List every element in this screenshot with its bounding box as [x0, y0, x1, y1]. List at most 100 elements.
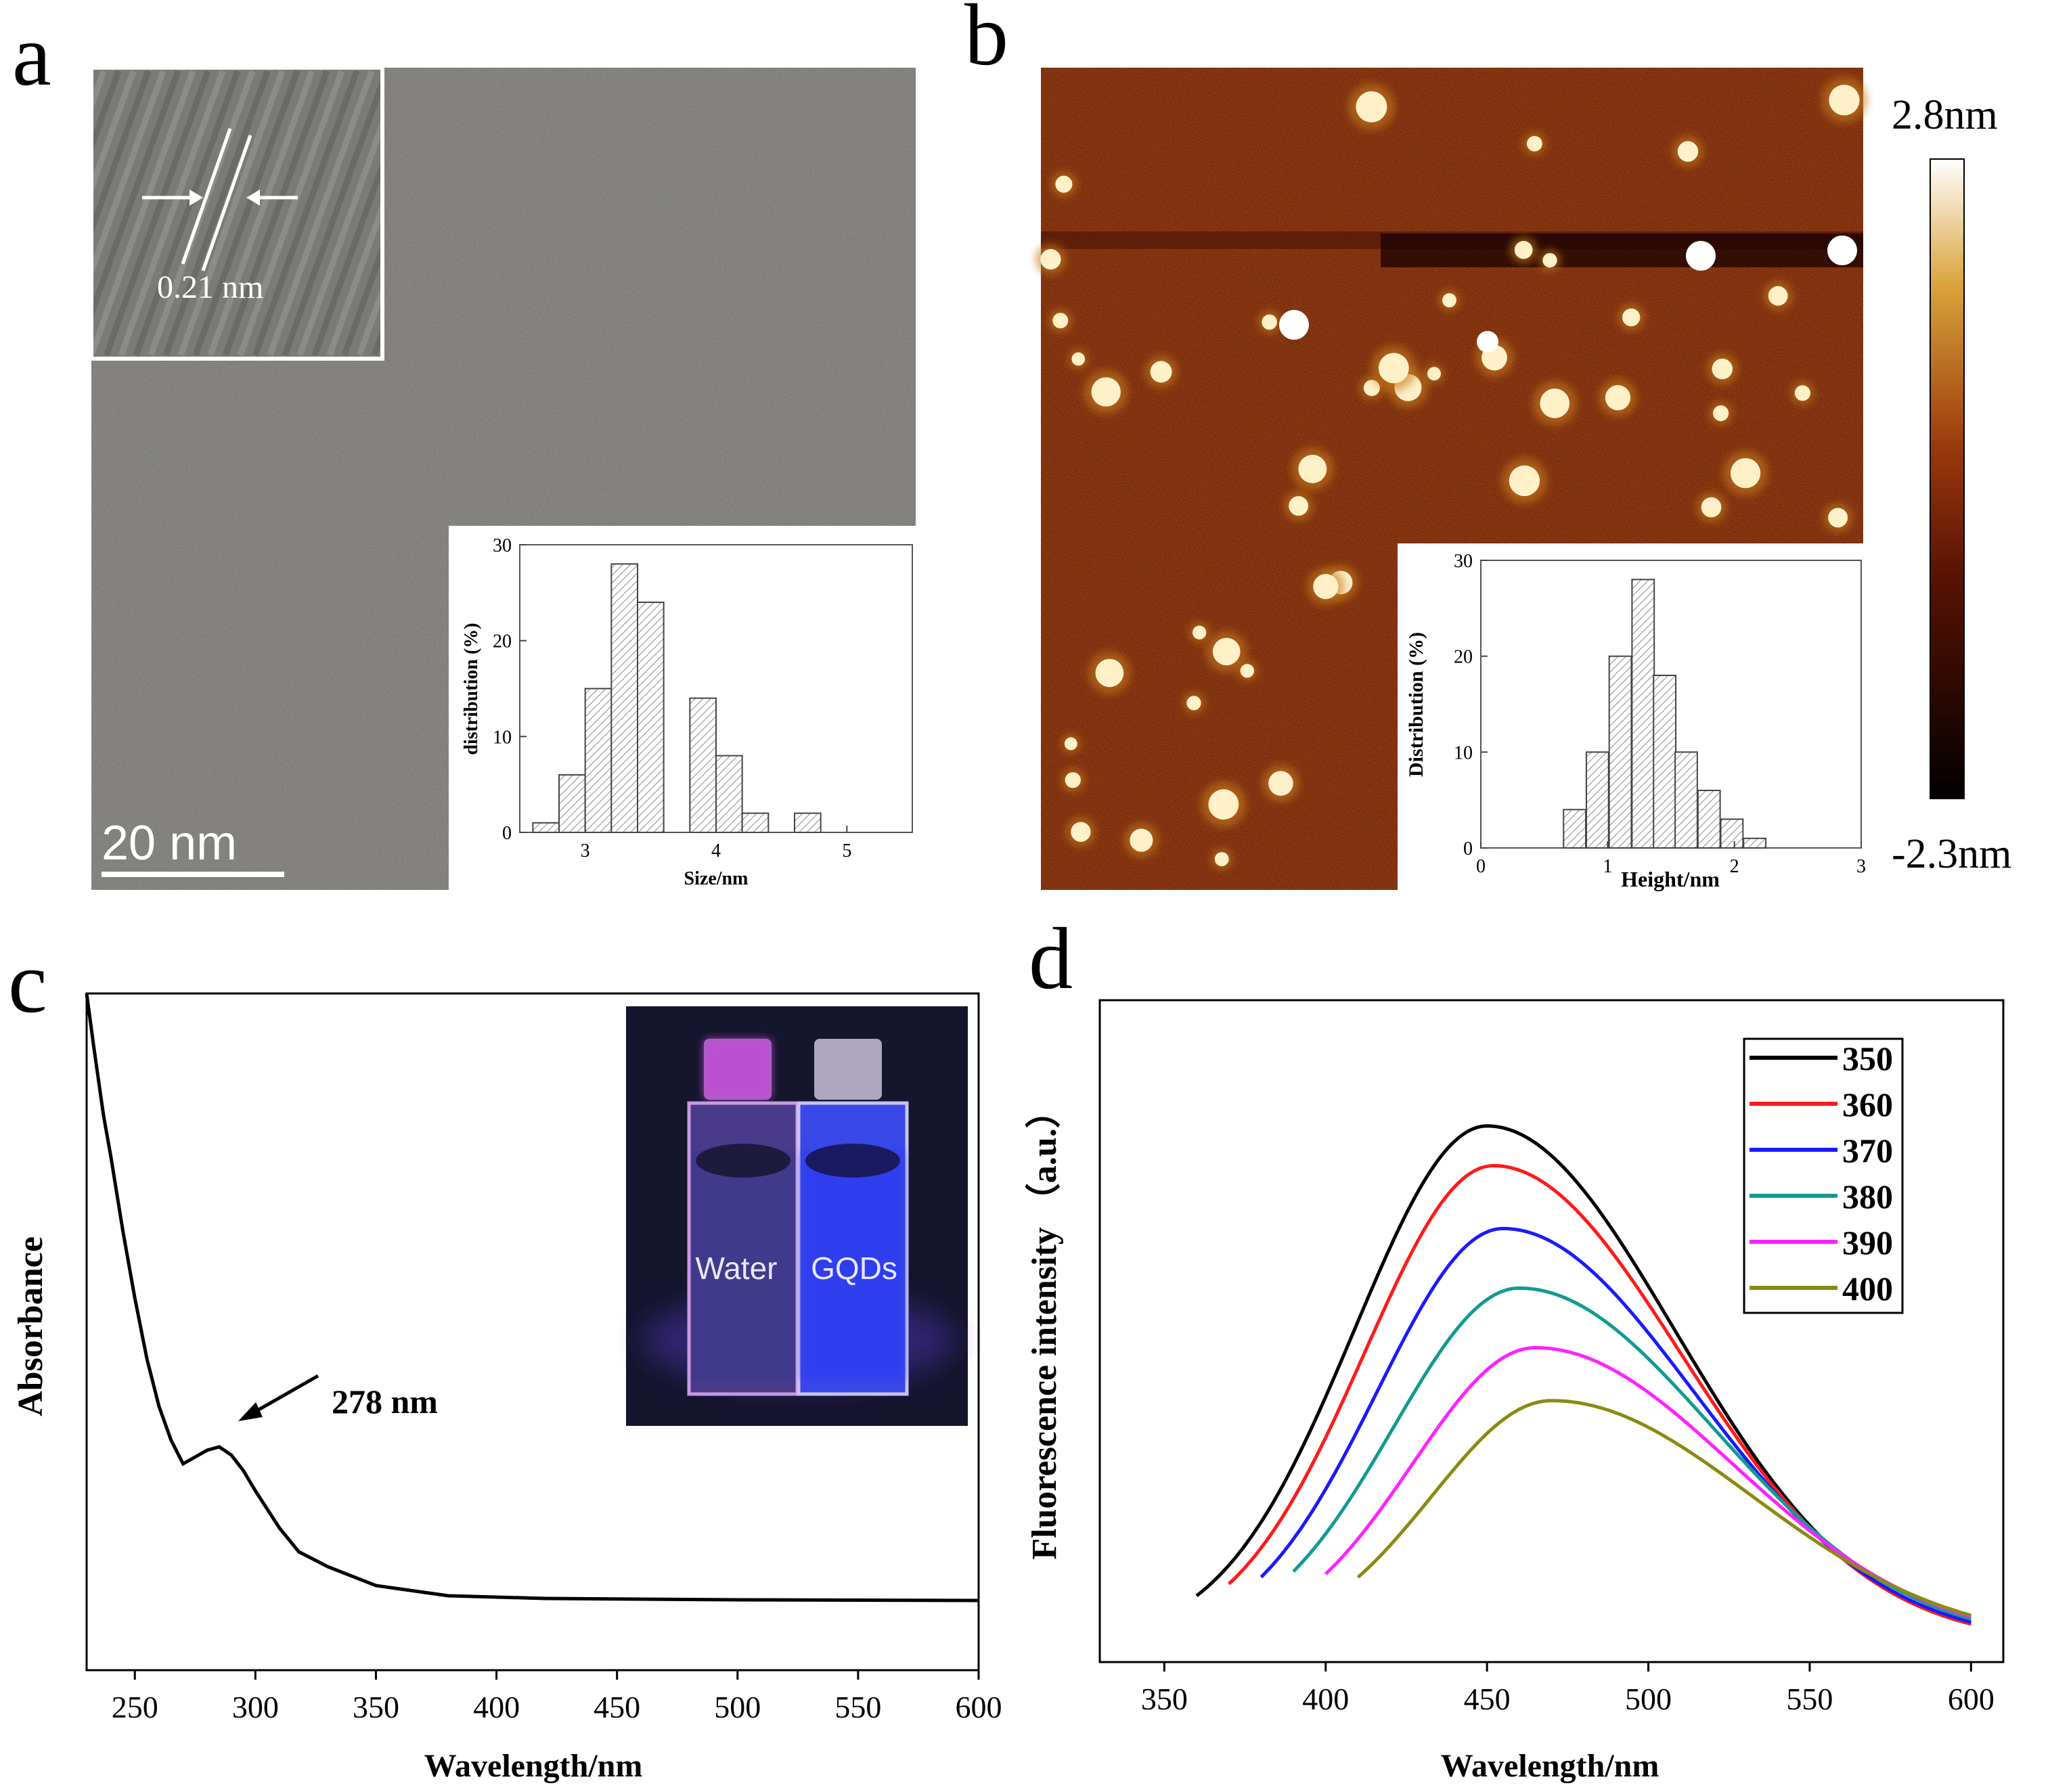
lattice-line-right	[201, 135, 252, 271]
size-hist-bar	[610, 563, 638, 833]
uv-plot-frame	[85, 992, 980, 1672]
afm-particle	[1313, 574, 1339, 600]
height-hist-bar	[1653, 675, 1677, 849]
afm-particle	[1540, 388, 1570, 418]
height-hist-bar	[1697, 790, 1721, 849]
height-hist-x-tick-label: 2	[1730, 856, 1739, 877]
afm-particle	[1712, 358, 1733, 380]
height-hist-y-tick-label: 20	[1454, 647, 1473, 668]
afm-particle	[1212, 637, 1241, 666]
afm-large-particle	[1686, 241, 1716, 271]
scale-bar-label: 20 nm	[102, 816, 237, 870]
pl-x-tick-label: 450	[1464, 1682, 1511, 1716]
lattice-fringe	[177, 70, 286, 357]
size-hist-y-tick-label: 0	[502, 823, 512, 844]
afm-particle	[1055, 175, 1073, 193]
panel-c-label: c	[8, 934, 47, 1031]
afm-particle	[1622, 308, 1641, 327]
pl-legend-items: 350 360 370 380 390 400	[1750, 1039, 1893, 1307]
colorbar-min-label: -2.3nm	[1892, 831, 2011, 877]
pl-legend-box	[1743, 1037, 1904, 1314]
afm-particle	[1064, 737, 1077, 751]
pl-ylabel: Fluorescence intensity （a.u.）	[1025, 1093, 1064, 1559]
afm-particle	[1065, 772, 1081, 788]
height-hist-x-tick-label: 3	[1856, 856, 1866, 877]
pl-legend-label: 400	[1842, 1270, 1893, 1307]
pl-curve-380	[1292, 1286, 1972, 1621]
afm-particle	[1262, 314, 1277, 330]
pl-curve-400	[1356, 1399, 1971, 1617]
cuvette-gqds-label: GQDs	[811, 1251, 897, 1286]
afm-particle	[1289, 496, 1309, 516]
afm-particle	[1095, 658, 1124, 688]
height-hist-bar	[1563, 809, 1587, 849]
uv-x-tick-label: 300	[232, 1690, 279, 1724]
cuvette-gqds: GQDs	[797, 1039, 909, 1396]
panel-d: d 350 400 450 500 550 600 Fluorescence intens…	[1025, 910, 2005, 1784]
afm-large-particle	[1477, 331, 1498, 353]
afm-particle	[1442, 293, 1456, 308]
size-hist-bar	[532, 822, 560, 834]
size-hist-x-tick-label: 5	[842, 841, 851, 861]
uv-absorption-curve	[85, 993, 979, 1603]
afm-particle	[1193, 625, 1207, 640]
height-hist-y-tick-label: 30	[1454, 551, 1473, 572]
pl-x-tick-label: 500	[1625, 1682, 1672, 1716]
lattice-fringe	[282, 79, 380, 357]
uv-x-tick-label: 500	[714, 1690, 761, 1724]
lattice-fringe	[0, 71, 89, 355]
water-meniscus	[696, 1144, 790, 1178]
water-cap-glow	[704, 1039, 772, 1100]
lattice-fringe	[192, 70, 300, 357]
afm-particle	[1713, 405, 1729, 422]
pl-legend-label: 390	[1842, 1224, 1893, 1261]
lattice-fringe	[93, 70, 107, 109]
uv-x-tick-label: 550	[834, 1690, 881, 1724]
pl-x-axis: 350 400 450 500 550 600	[1141, 1662, 1995, 1716]
lattice-fringe	[267, 70, 375, 357]
pl-curves	[1195, 1124, 1972, 1626]
lattice-fringe	[93, 70, 137, 192]
lattice-fringe	[341, 246, 380, 357]
uv-x-tick-label: 250	[112, 1690, 158, 1724]
lattice-fringe	[162, 70, 271, 357]
height-hist-bar	[1608, 655, 1632, 849]
size-hist-bar	[584, 688, 612, 833]
pl-x-tick-label: 600	[1948, 1682, 1995, 1716]
lattice-fringe	[0, 71, 29, 355]
afm-particle	[1514, 241, 1533, 259]
afm-particles	[1035, 76, 1867, 870]
uv-ylabel: Absorbance	[12, 1236, 50, 1416]
uv-x-tick-label: 600	[956, 1690, 1002, 1724]
height-hist-bar	[1631, 579, 1655, 849]
afm-particle	[1214, 852, 1229, 866]
size-hist-xlabel: Size/nm	[684, 868, 749, 889]
size-histogram-inset: 3 4 5 0 10 20 30 distribution (%) Size/nm	[449, 526, 916, 890]
afm-particle	[1730, 457, 1761, 489]
afm-particle	[1794, 385, 1810, 401]
afm-particle	[1040, 249, 1061, 270]
size-histogram-background	[449, 526, 916, 890]
lattice-spacing-label: 0.21 nm	[157, 269, 263, 305]
uv-xlabel: Wavelength/nm	[424, 1748, 643, 1784]
peak-arrow-line	[249, 1374, 319, 1416]
afm-large-particle	[1279, 310, 1309, 340]
scale-bar-line	[102, 872, 284, 877]
colorbar-max-label: 2.8nm	[1892, 92, 1998, 138]
panel-b-label: b	[964, 0, 1008, 84]
cuvette-photo-inset: Water GQDs	[626, 1006, 968, 1426]
pl-x-tick-label: 550	[1786, 1682, 1833, 1716]
size-hist-bar	[689, 697, 717, 833]
lattice-fringe	[93, 70, 152, 234]
height-hist-bar	[1585, 751, 1609, 849]
gqds-meniscus	[805, 1144, 900, 1178]
size-hist-y-tick-label: 10	[493, 727, 512, 748]
height-hist-xlabel: Height/nm	[1621, 867, 1720, 891]
pl-legend-label: 380	[1842, 1178, 1893, 1215]
size-hist-x-tick-label: 4	[711, 841, 721, 861]
afm-particle	[1363, 380, 1380, 397]
